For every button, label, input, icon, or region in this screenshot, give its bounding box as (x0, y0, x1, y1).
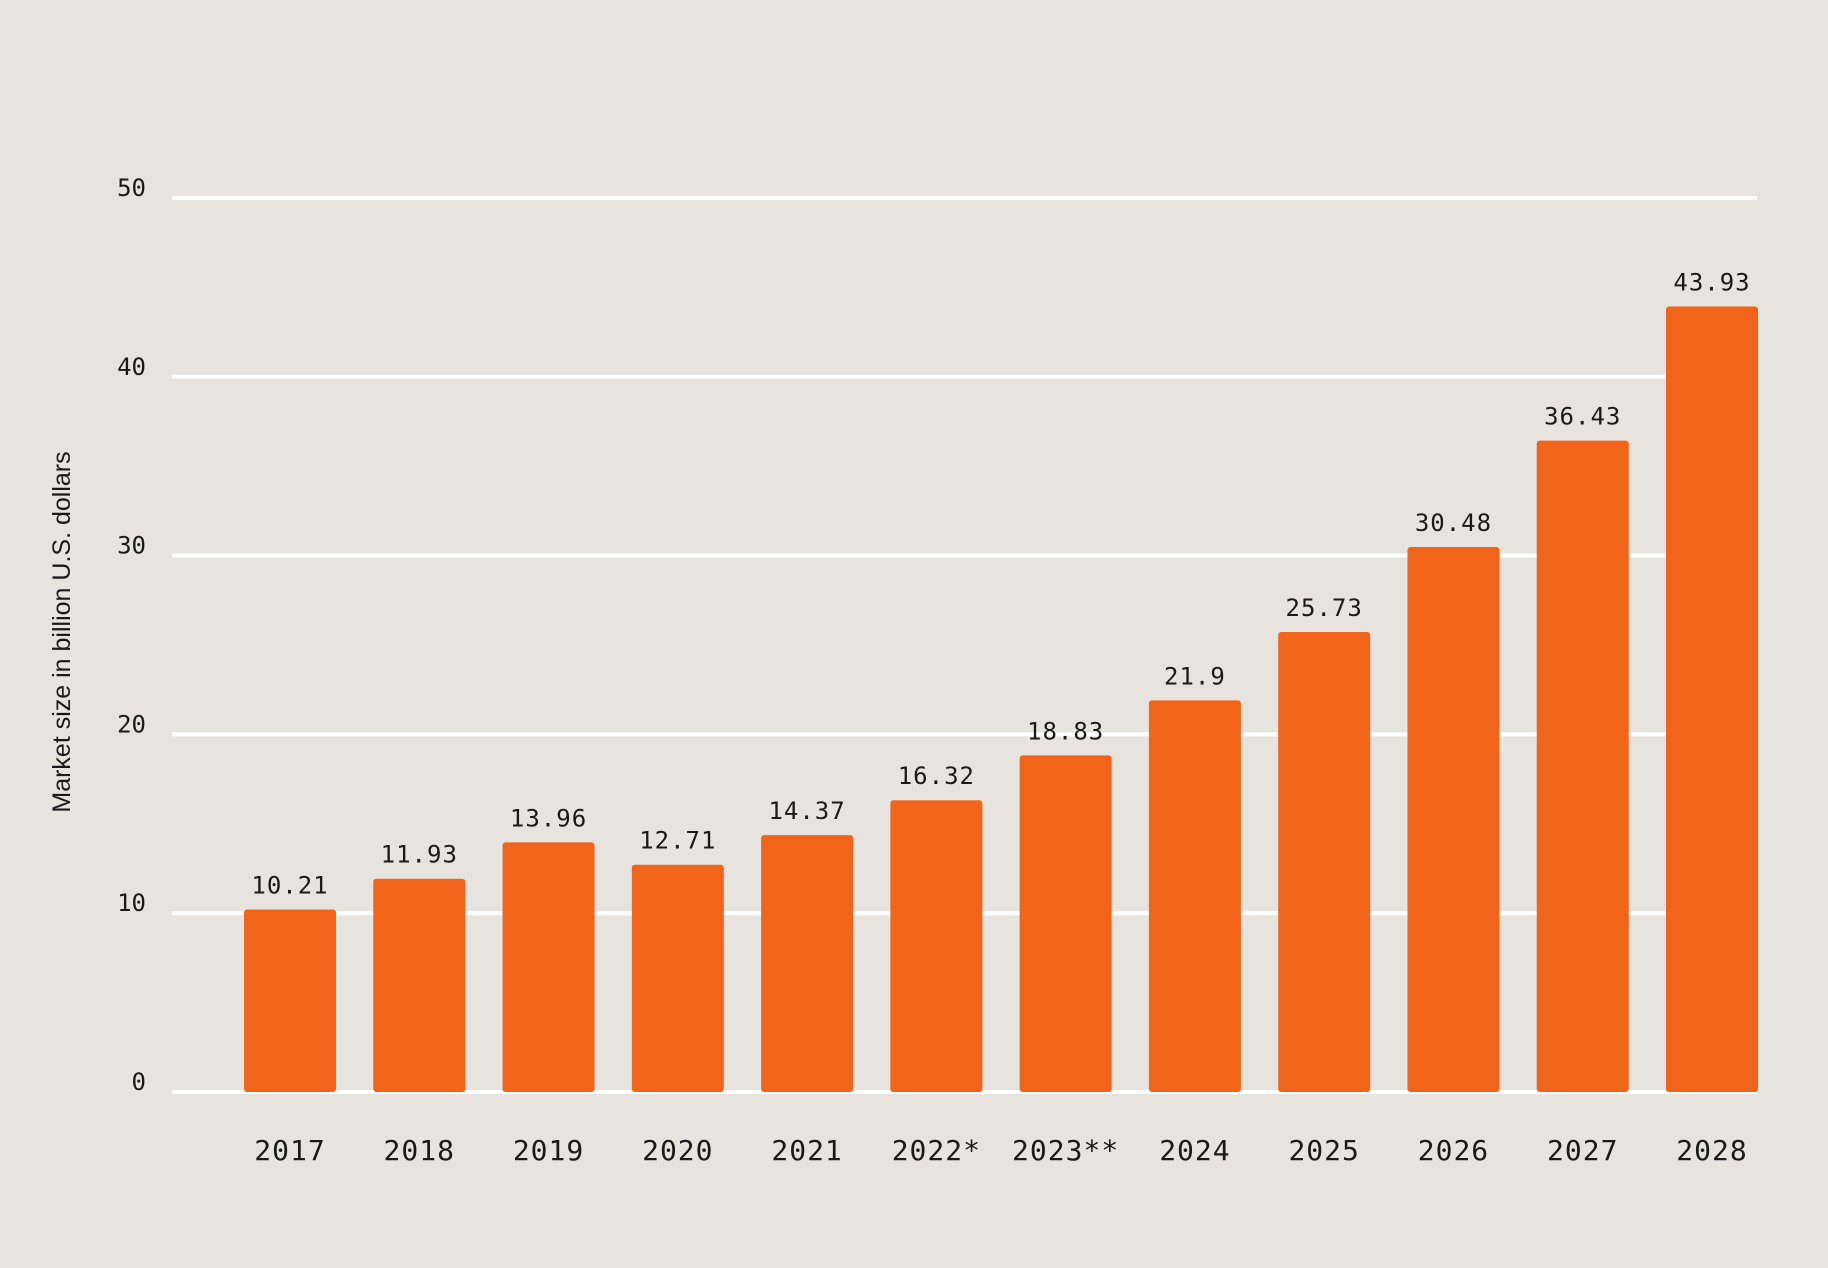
x-axis-categories: 2017 2018 2019 2020 2021 2022* 2023** 2024 2025 2… (254, 1134, 1747, 1167)
x-tick-label: 2024 (1159, 1134, 1230, 1167)
y-tick-label: 30 (117, 532, 146, 560)
data-label: 21.9 (1164, 662, 1226, 690)
bar (631, 864, 724, 1092)
bars (244, 306, 1758, 1092)
data-label: 12.71 (639, 827, 716, 855)
x-tick-label: 2021 (771, 1134, 842, 1167)
data-label: 16.32 (898, 762, 975, 790)
bar (373, 878, 466, 1092)
data-label: 14.37 (768, 797, 845, 825)
x-tick-label: 2027 (1547, 1134, 1618, 1167)
x-tick-label: 2022* (892, 1134, 981, 1167)
x-tick-label: 2018 (384, 1134, 455, 1167)
bar (1666, 306, 1758, 1092)
data-label: 43.93 (1673, 269, 1750, 297)
y-tick-label: 10 (117, 889, 146, 917)
x-tick-label: 2017 (254, 1134, 325, 1167)
bar (1278, 631, 1371, 1092)
data-label: 10.21 (251, 871, 328, 899)
x-tick-label: 2019 (513, 1134, 584, 1167)
data-label: 36.43 (1544, 403, 1621, 431)
y-tick-label: 50 (117, 174, 146, 202)
y-tick-label: 40 (117, 353, 146, 381)
bar (502, 842, 595, 1092)
bar (1148, 700, 1241, 1092)
bar (890, 800, 983, 1092)
y-axis-ticks: 0 10 20 30 40 50 (117, 174, 146, 1096)
bar (1019, 755, 1112, 1092)
y-axis-title: Market size in billion U.S. dollars (48, 451, 76, 812)
bar (761, 835, 854, 1092)
x-tick-label: 2020 (642, 1134, 713, 1167)
data-label: 18.83 (1027, 717, 1104, 745)
x-tick-label: 2028 (1676, 1134, 1747, 1167)
data-label: 25.73 (1286, 594, 1363, 622)
data-label: 13.96 (510, 804, 587, 832)
x-tick-label: 2026 (1418, 1134, 1489, 1167)
data-label: 11.93 (381, 841, 458, 869)
x-tick-label: 2023** (1012, 1134, 1119, 1167)
bar (1536, 440, 1629, 1092)
bar (244, 909, 336, 1092)
bar (1407, 547, 1500, 1092)
y-tick-label: 0 (132, 1068, 146, 1096)
data-labels: 10.21 11.93 13.96 12.71 14.37 16.32 18.83 21.9 2… (251, 269, 1750, 900)
y-tick-label: 20 (117, 710, 146, 738)
data-label: 30.48 (1415, 509, 1492, 537)
x-tick-label: 2025 (1288, 1134, 1359, 1167)
